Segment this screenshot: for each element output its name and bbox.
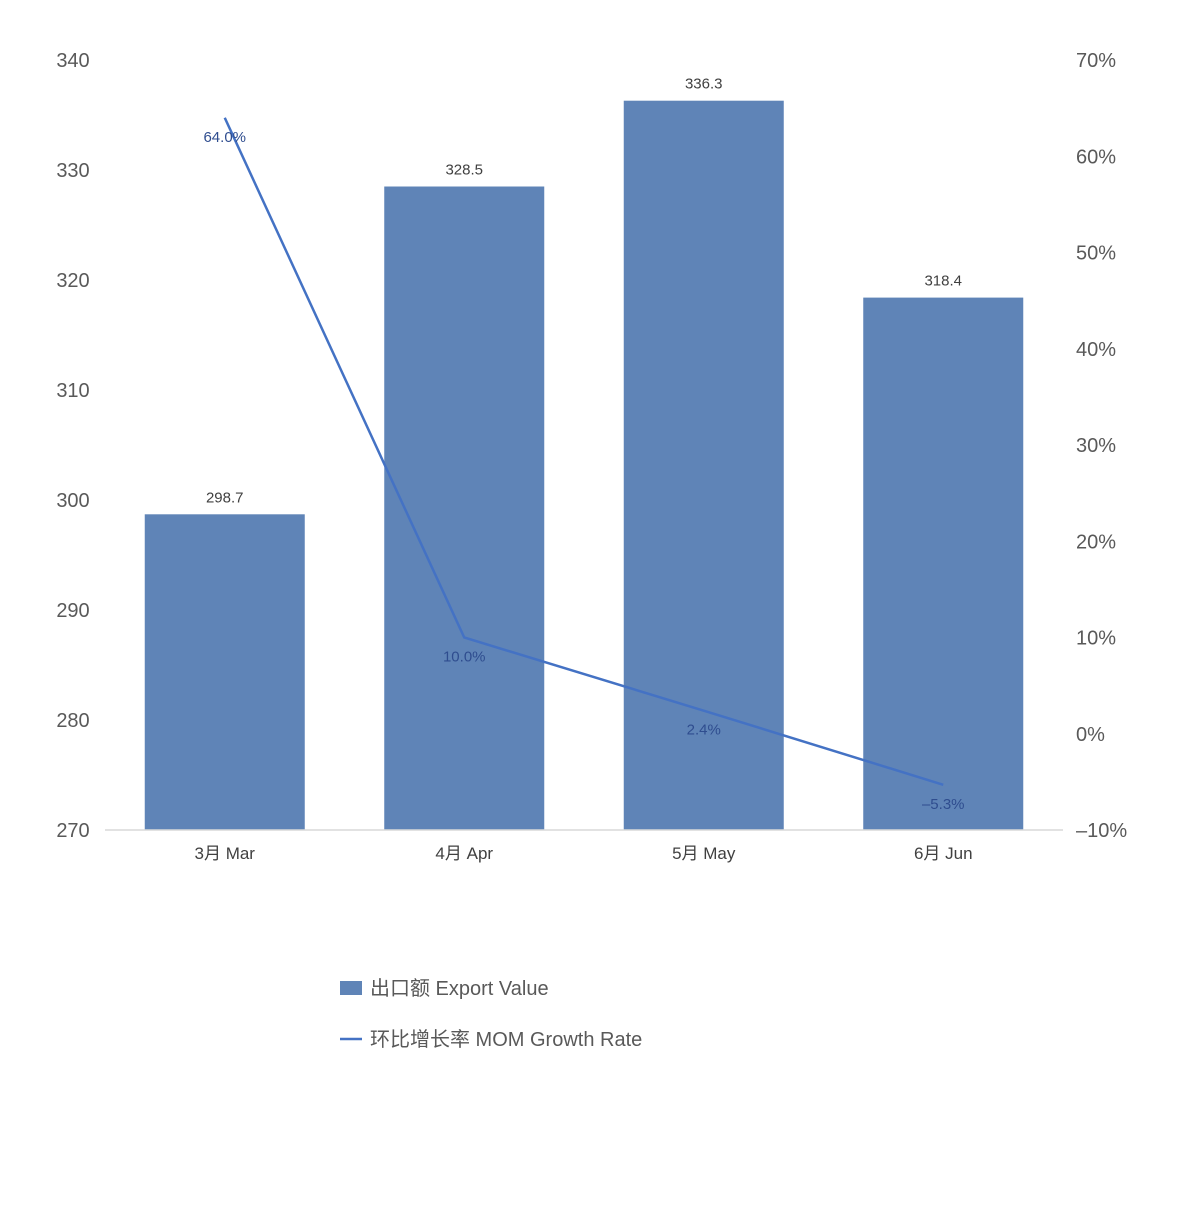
- left-tick-label: 320: [56, 270, 89, 292]
- category-label: 4月 Apr: [435, 844, 493, 863]
- right-tick-label: 60%: [1076, 146, 1116, 168]
- bar-series: [144, 100, 1024, 831]
- line-data-labels: 64.0% 10.0% 2.4% –5.3%: [203, 129, 964, 813]
- right-tick-label: 30%: [1076, 435, 1116, 457]
- bar: [863, 297, 1024, 831]
- bar: [144, 514, 305, 830]
- right-tick-label: 50%: [1076, 243, 1116, 265]
- legend-bar-swatch: [340, 981, 362, 995]
- bar-data-label: 336.3: [685, 76, 723, 93]
- right-axis-ticks: –10% 0% 10% 20% 30% 40% 50% 60% 70%: [1076, 50, 1127, 842]
- category-label: 6月 Jun: [914, 844, 973, 863]
- right-tick-label: 0%: [1076, 724, 1105, 746]
- line-data-label: 2.4%: [687, 722, 721, 739]
- right-tick-label: 10%: [1076, 628, 1116, 650]
- line-data-label: 64.0%: [203, 129, 246, 146]
- bar: [384, 186, 545, 830]
- bar-data-label: 298.7: [206, 489, 244, 506]
- bar: [623, 100, 784, 830]
- category-label: 5月 May: [672, 844, 736, 863]
- right-tick-label: –10%: [1076, 820, 1127, 842]
- right-tick-label: 40%: [1076, 339, 1116, 361]
- bar-data-label: 318.4: [924, 273, 962, 290]
- legend-bar-label: 出口额 Export Value: [370, 977, 549, 1000]
- left-tick-label: 330: [56, 160, 89, 182]
- left-tick-label: 280: [56, 710, 89, 732]
- right-tick-label: 20%: [1076, 531, 1116, 553]
- line-data-label: –5.3%: [922, 796, 965, 813]
- growth-rate-line: [223, 117, 944, 786]
- bar-data-label: 328.5: [445, 162, 483, 179]
- left-tick-label: 290: [56, 600, 89, 622]
- line-data-label: 10.0%: [443, 649, 486, 666]
- bar-data-labels: 298.7 328.5 336.3 318.4: [206, 76, 962, 507]
- left-tick-label: 300: [56, 490, 89, 512]
- left-axis-ticks: 270 280 290 300 310 320 330 340: [56, 50, 89, 842]
- left-tick-label: 340: [56, 50, 89, 72]
- left-tick-label: 310: [56, 380, 89, 402]
- legend: 出口额 Export Value 环比增长率 MOM Growth Rate: [340, 977, 642, 1051]
- line-series: [223, 117, 944, 786]
- left-tick-label: 270: [56, 820, 89, 842]
- category-label: 3月 Mar: [195, 844, 256, 863]
- legend-line-label: 环比增长率 MOM Growth Rate: [370, 1028, 642, 1051]
- category-labels: 3月 Mar 4月 Apr 5月 May 6月 Jun: [195, 844, 973, 863]
- right-tick-label: 70%: [1076, 50, 1116, 72]
